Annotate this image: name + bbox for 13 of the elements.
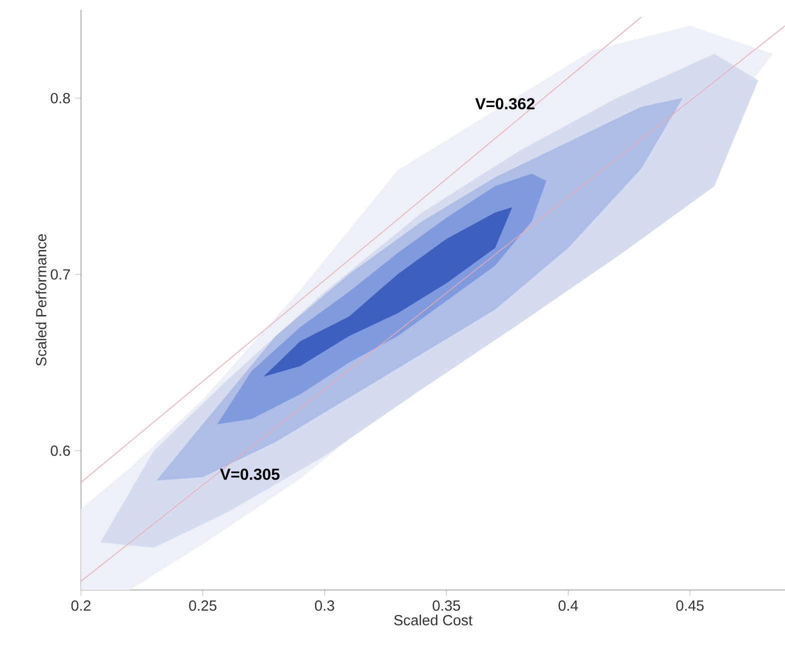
x-tick-label: 0.2 bbox=[71, 600, 90, 611]
y-tick-label: 0.8 bbox=[50, 92, 70, 104]
y-tick-label: 0.6 bbox=[50, 446, 70, 456]
x-axis-title: Scaled Cost bbox=[394, 614, 472, 626]
y-axis-title: Scaled Performance bbox=[36, 234, 46, 366]
x-tick-label: 0.4 bbox=[558, 600, 578, 611]
x-tick-label: 0.35 bbox=[432, 600, 460, 611]
annotation: V=0.362 bbox=[475, 98, 535, 110]
x-tick-label: 0.3 bbox=[314, 600, 334, 611]
x-tick-label: 0.45 bbox=[676, 600, 704, 611]
y-tick-label: 0.7 bbox=[50, 269, 70, 280]
x-tick-label: 0.25 bbox=[189, 600, 216, 611]
annotation: V=0.305 bbox=[220, 468, 280, 480]
